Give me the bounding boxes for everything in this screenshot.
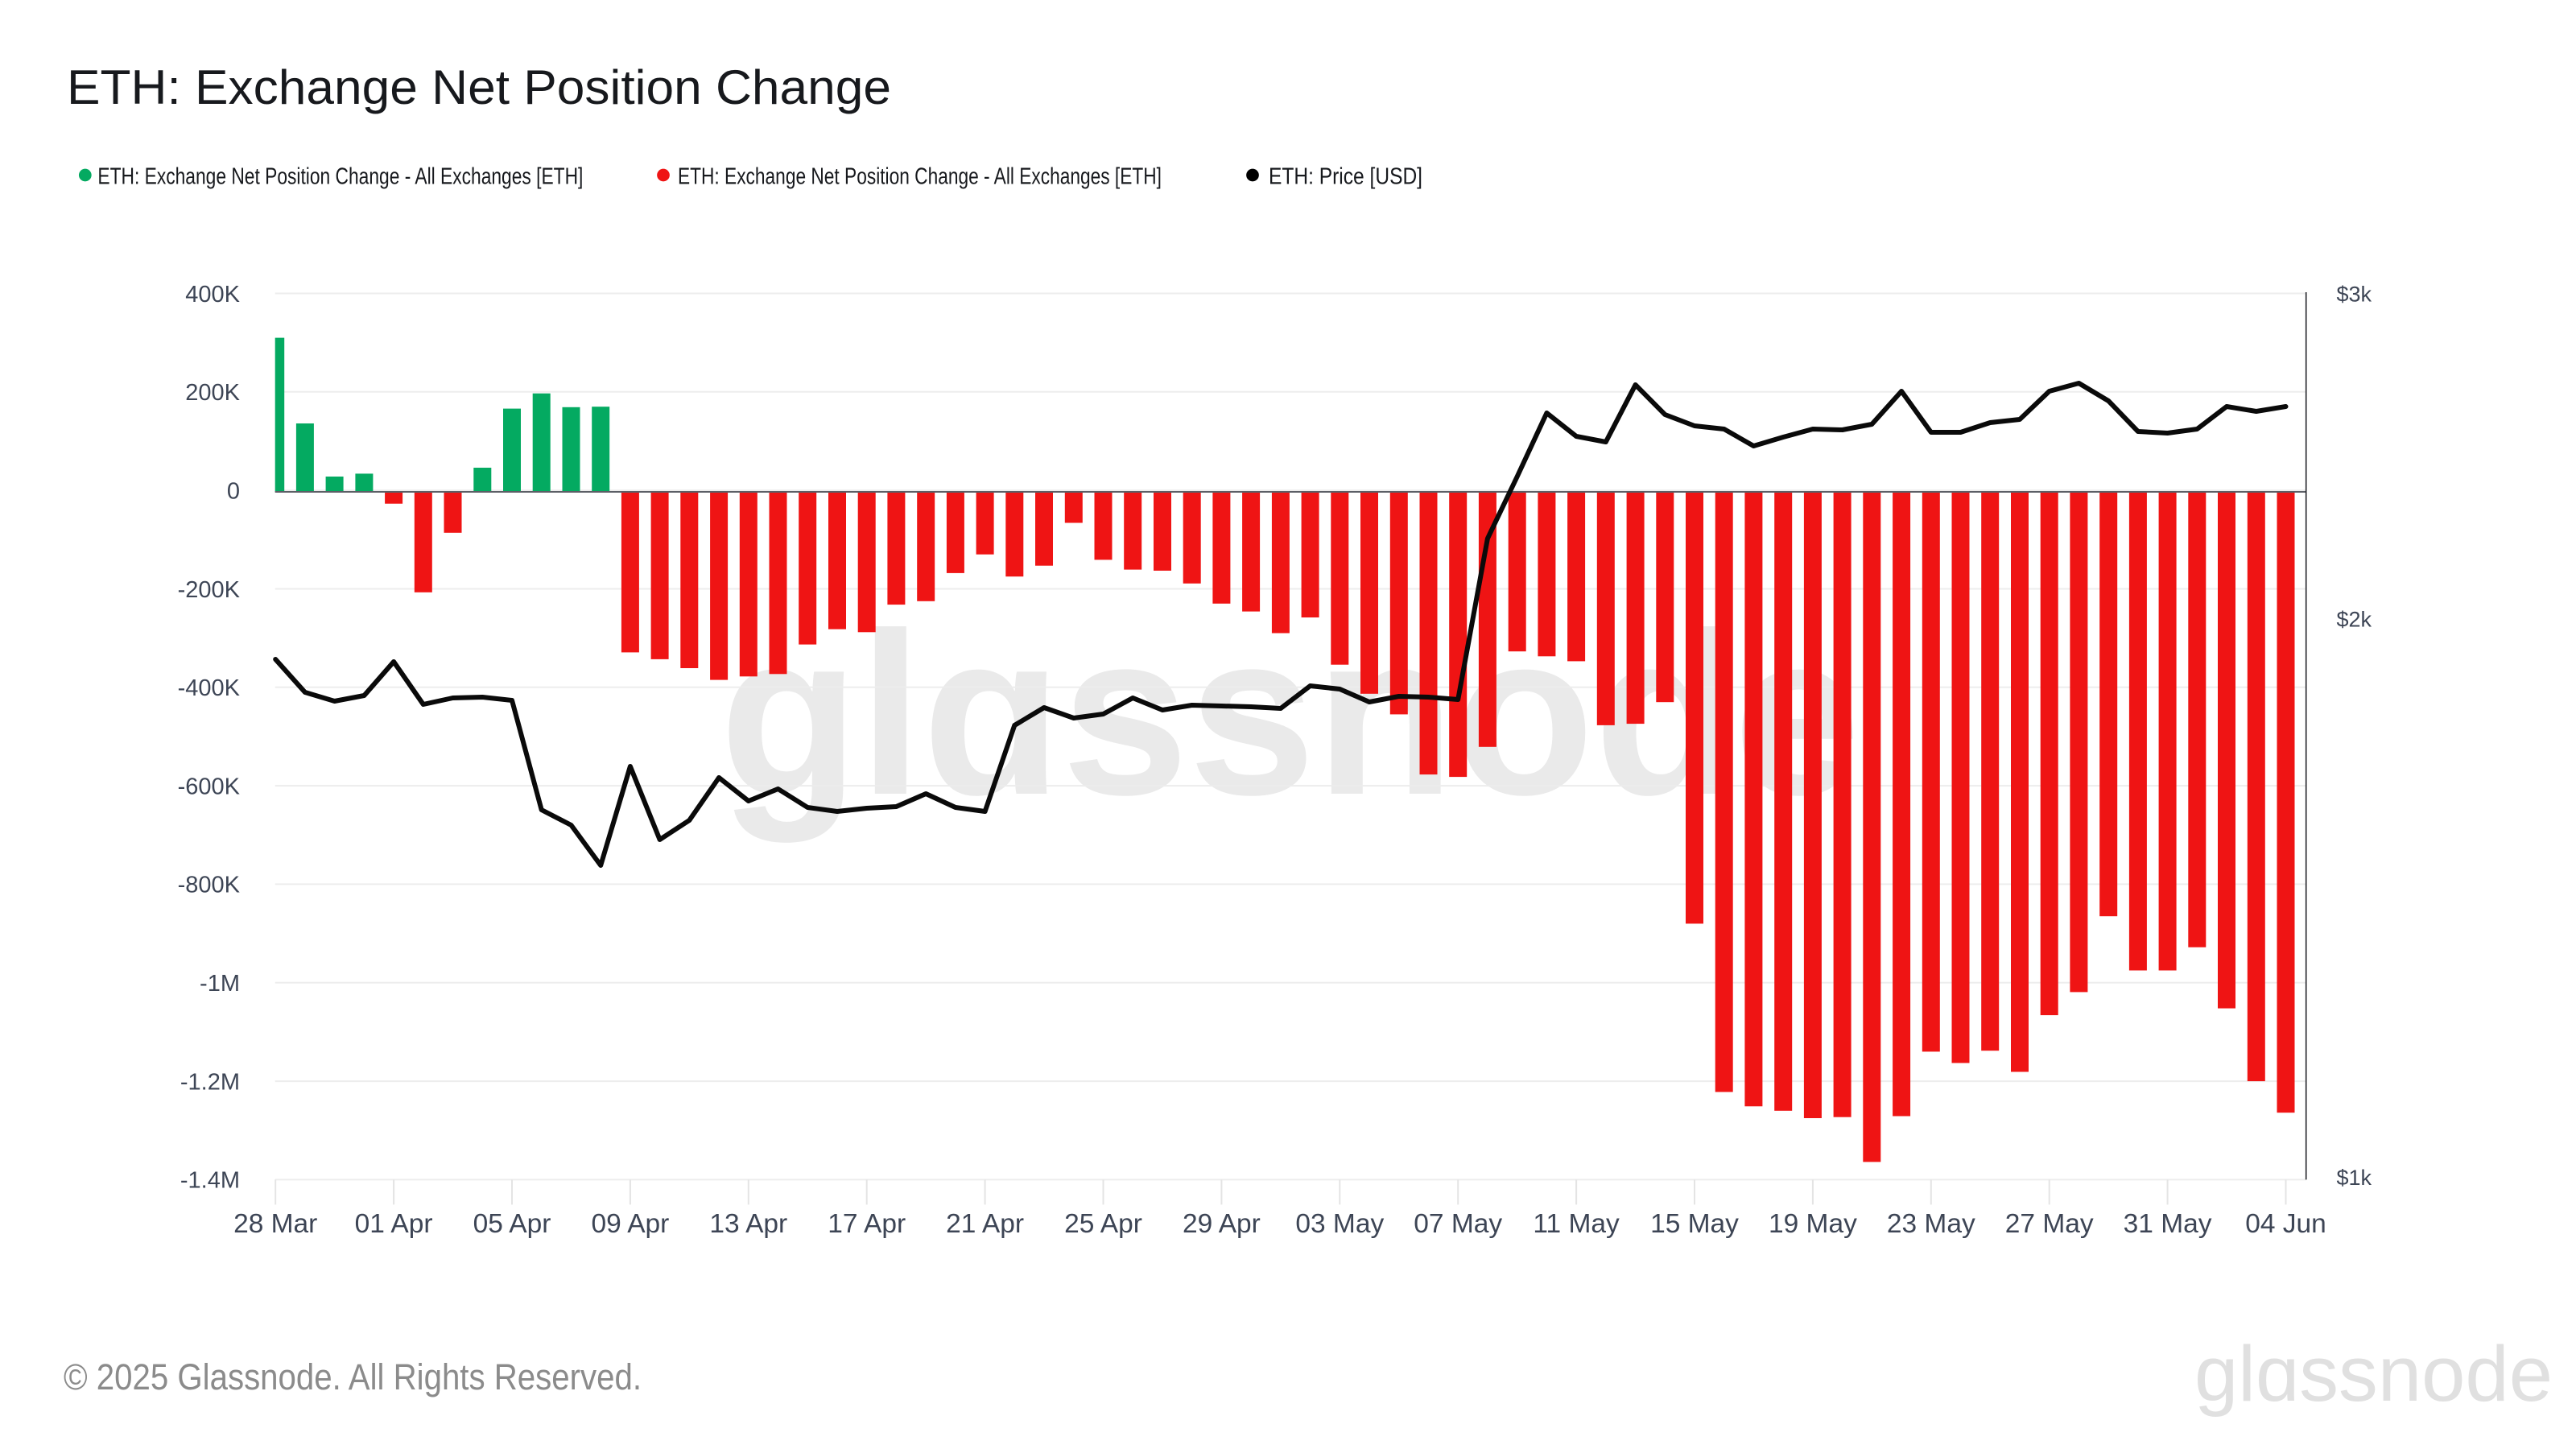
svg-text:09 Apr: 09 Apr	[591, 1209, 669, 1239]
svg-text:07 May: 07 May	[1414, 1209, 1502, 1239]
svg-text:25 Apr: 25 Apr	[1064, 1209, 1142, 1239]
svg-text:01 Apr: 01 Apr	[355, 1209, 433, 1239]
svg-text:21 Apr: 21 Apr	[946, 1209, 1024, 1239]
svg-text:-200K: -200K	[178, 577, 241, 603]
svg-text:0: 0	[227, 478, 240, 504]
svg-text:-1M: -1M	[200, 971, 240, 997]
svg-text:29 Apr: 29 Apr	[1183, 1209, 1261, 1239]
svg-text:17 Apr: 17 Apr	[828, 1209, 906, 1239]
svg-text:$3k: $3k	[2337, 282, 2372, 306]
svg-text:23 May: 23 May	[1887, 1209, 1975, 1239]
svg-text:ETH: Exchange Net Position Cha: ETH: Exchange Net Position Change - All …	[678, 164, 1162, 190]
svg-text:13 Apr: 13 Apr	[709, 1209, 787, 1239]
svg-text:ETH: Price [USD]: ETH: Price [USD]	[1269, 164, 1422, 190]
svg-text:© 2025 Glassnode. All Rights R: © 2025 Glassnode. All Rights Reserved.	[64, 1356, 642, 1397]
svg-text:19 May: 19 May	[1769, 1209, 1857, 1239]
svg-text:-800K: -800K	[178, 873, 241, 898]
svg-text:31 May: 31 May	[2124, 1209, 2212, 1239]
svg-text:ETH: Exchange Net Position Cha: ETH: Exchange Net Position Change	[67, 60, 891, 114]
svg-text:200K: 200K	[185, 380, 240, 406]
svg-text:03 May: 03 May	[1295, 1209, 1384, 1239]
svg-text:28 Mar: 28 Mar	[233, 1209, 317, 1239]
svg-text:glɑssnode: glɑssnode	[2194, 1330, 2553, 1418]
svg-text:15 May: 15 May	[1650, 1209, 1739, 1239]
svg-text:11 May: 11 May	[1533, 1209, 1620, 1239]
svg-text:$1k: $1k	[2337, 1166, 2372, 1190]
svg-text:04 Jun: 04 Jun	[2245, 1209, 2326, 1239]
svg-text:-600K: -600K	[178, 774, 241, 799]
svg-text:-400K: -400K	[178, 675, 241, 701]
svg-text:05 Apr: 05 Apr	[473, 1209, 551, 1239]
svg-text:$2k: $2k	[2337, 607, 2372, 631]
svg-text:-1.4M: -1.4M	[180, 1168, 240, 1194]
svg-text:-1.2M: -1.2M	[180, 1069, 240, 1095]
svg-text:27 May: 27 May	[2005, 1209, 2094, 1239]
svg-text:ETH: Exchange Net Position Cha: ETH: Exchange Net Position Change - All …	[97, 164, 583, 190]
svg-text:400K: 400K	[185, 282, 240, 308]
